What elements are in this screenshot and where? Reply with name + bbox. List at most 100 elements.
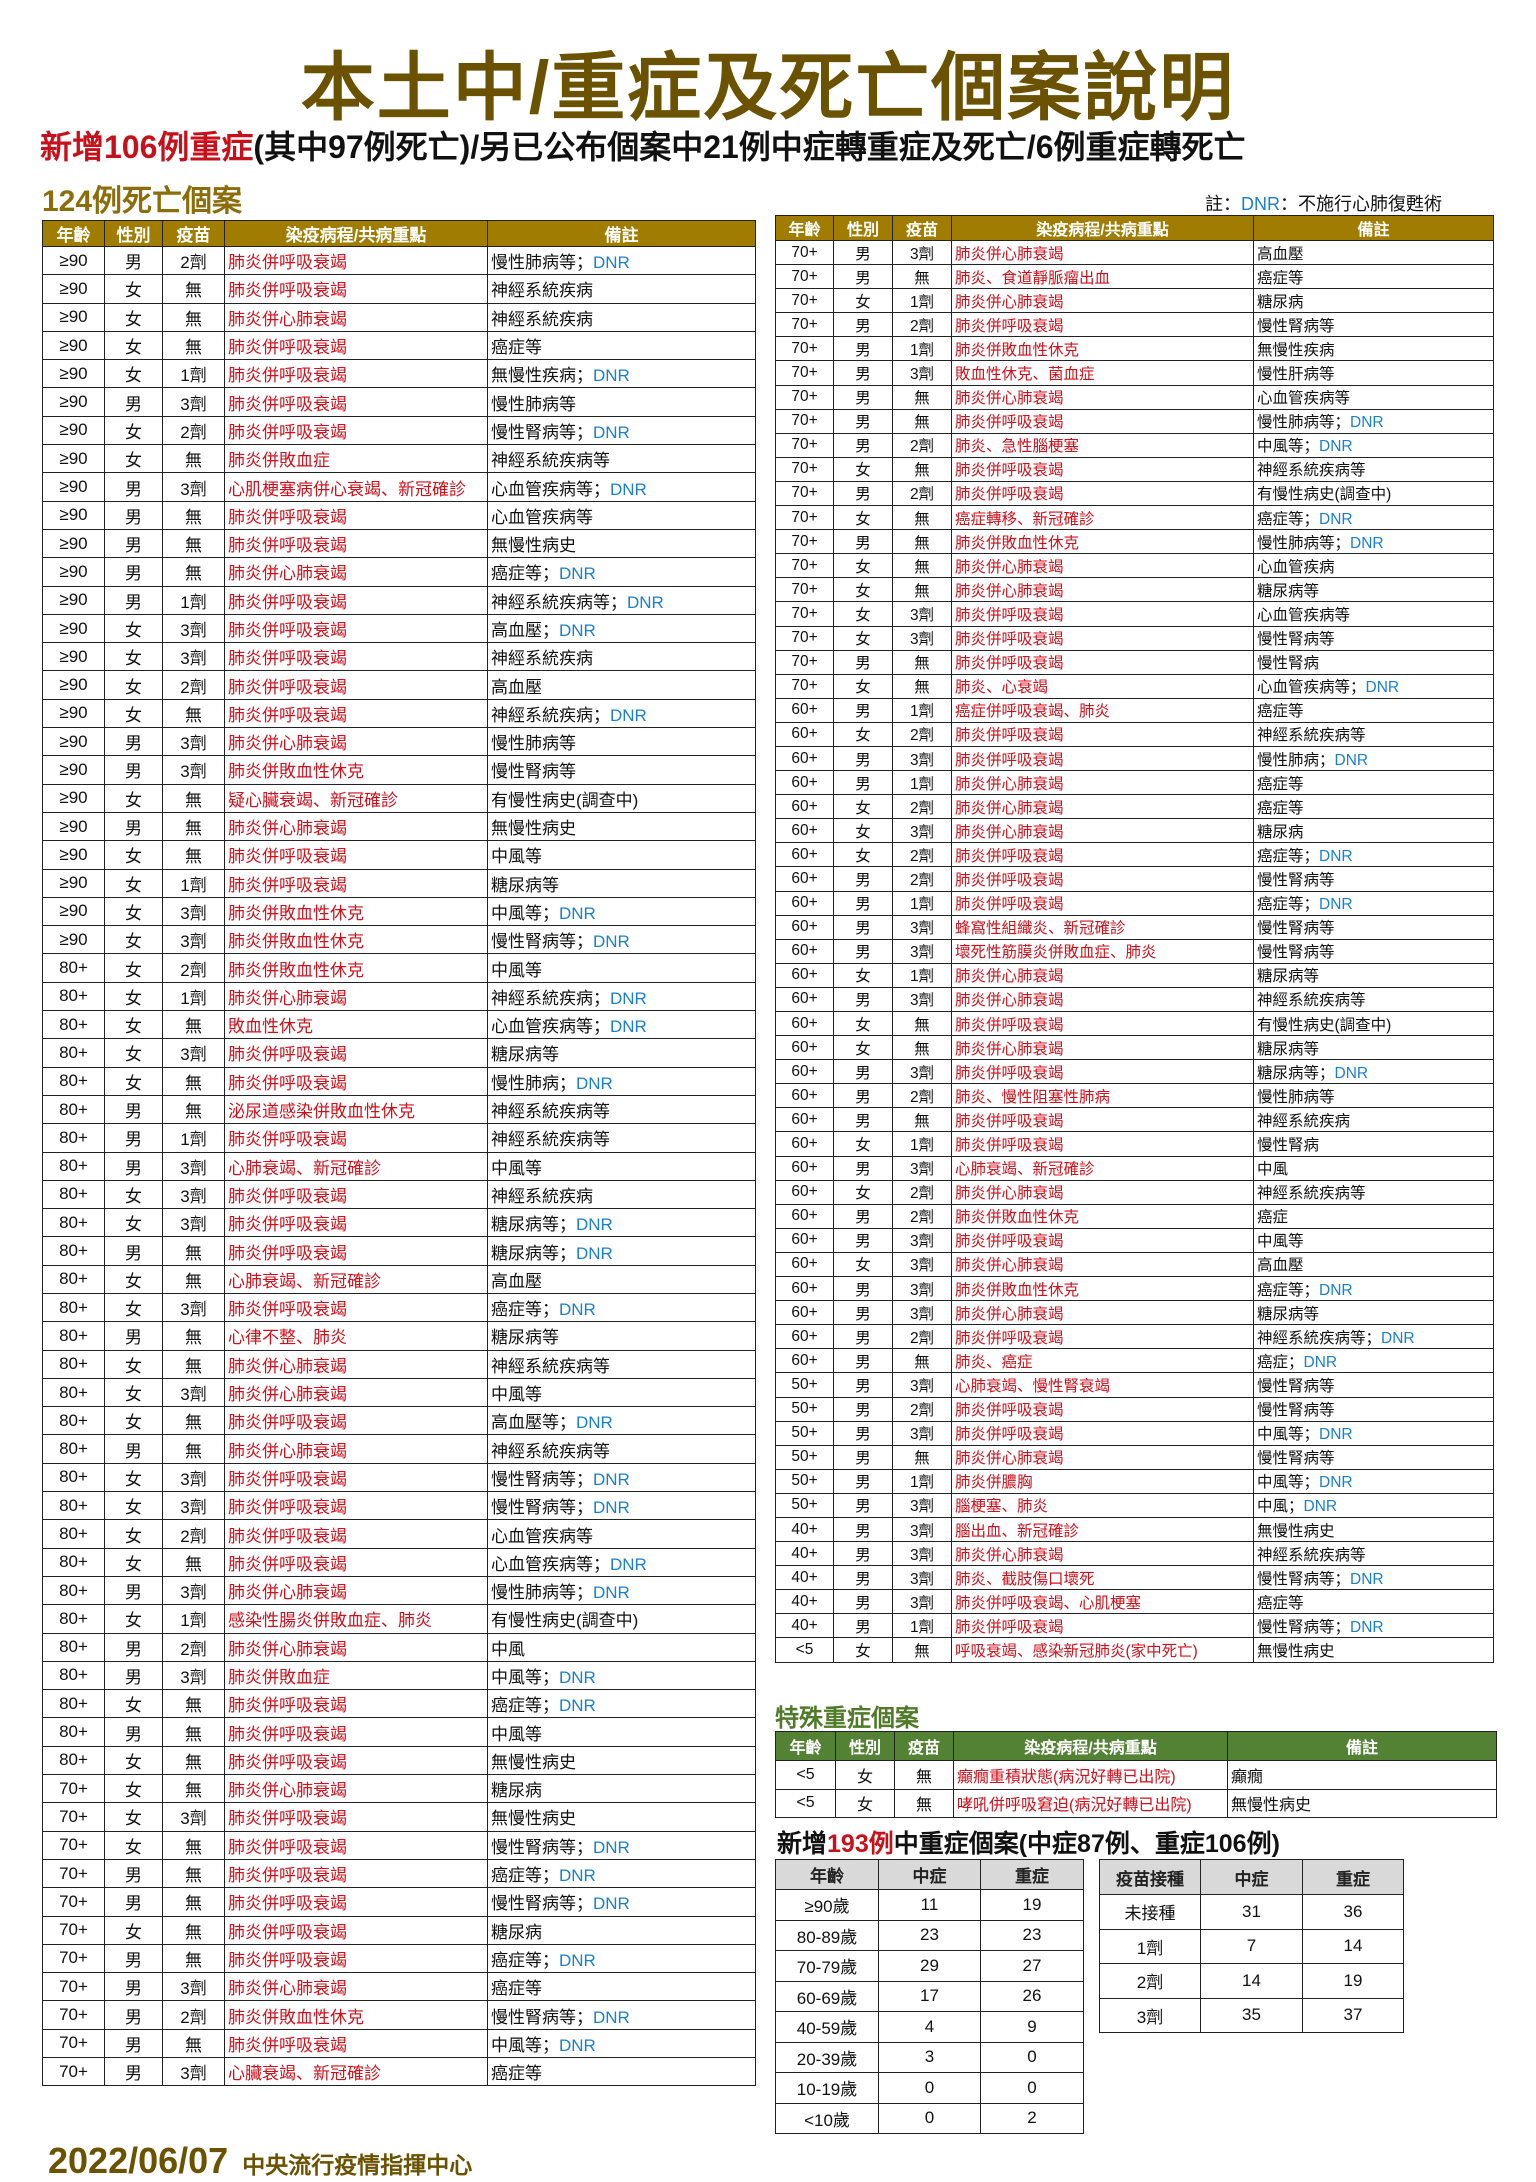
cell-course: 肺炎併呼吸衰竭 (224, 1717, 488, 1747)
cell-age: 80+ (42, 1321, 105, 1351)
cell-vaccine: 3劑 (892, 818, 952, 844)
table-row: 2劑 14 19 (1099, 1963, 1404, 1999)
table-row: 60+ 女 3劑 肺炎併心肺衰竭 高血壓 (775, 1251, 1494, 1278)
table-row: 60+ 男無肺炎併呼吸衰竭 神經系統疾病 (775, 1107, 1494, 1133)
subtitle-highlight: 新增106例重症 (40, 129, 254, 165)
cell-age: 80+ (42, 1547, 105, 1577)
cell-course: 肺炎併心肺衰竭 (951, 577, 1254, 603)
cell-sex: 男 (104, 811, 163, 842)
remark-text: 高血壓； (491, 621, 559, 640)
cell-remark: 無慢性病史 (487, 528, 756, 559)
cell-remark: 神經系統疾病 (487, 1179, 756, 1210)
remark-text: 慢性肺病等 (491, 394, 576, 414)
remark-text: 慢性腎病等 (1257, 944, 1335, 962)
cell-age: 80+ (42, 1519, 105, 1549)
cell-age: 70+ (42, 2028, 105, 2059)
dnr-badge: DNR (610, 479, 647, 499)
remark-text: 心血管疾病等 (491, 1526, 593, 1546)
cell-remark: 中風等 (487, 1151, 756, 1181)
cell-vaccine: 3劑 (892, 1372, 952, 1398)
cell-remark: 神經系統疾病等 (487, 1349, 756, 1379)
cell-remark: 神經系統疾病等；DNR (1253, 1324, 1494, 1350)
cell-sex: 女 (104, 1745, 163, 1776)
cell-course: 肺炎併呼吸衰竭 (224, 1802, 488, 1832)
cell-course: 肺炎併敗血性休克 (951, 1276, 1254, 1302)
cell-vaccine: 3劑 (162, 896, 225, 927)
remark-text: 糖尿病 (491, 1781, 542, 1801)
cell-course: 肺炎併心肺衰竭 (951, 1300, 1254, 1326)
cell-sex: 女 (104, 1349, 163, 1379)
table-row: 50+ 男 3劑 心肺衰竭、慢性腎衰竭 慢性腎病等 (775, 1372, 1494, 1398)
cell-vaccine: 1劑 (892, 890, 952, 916)
remark-text: 慢性腎病等； (491, 1894, 593, 1914)
remark-text: 糖尿病等； (1257, 1064, 1335, 1082)
cell-sex: 女 (104, 613, 163, 644)
cell-age: 40+ (775, 1565, 834, 1591)
cell-vaccine: 2劑 (892, 480, 952, 507)
cell-sex: 男 (104, 557, 163, 587)
cell-course: 肺炎併呼吸衰竭 (951, 456, 1254, 482)
cell-vaccine: 2劑 (892, 1083, 952, 1109)
remark-text: 糖尿病 (1257, 293, 1304, 311)
cell-course: 肺炎併心肺衰竭 (951, 1251, 1254, 1278)
table-row: ≥90 女 1劑 肺炎併呼吸衰竭 無慢性疾病；DNR (42, 359, 756, 389)
cell-remark: 神經系統疾病 (487, 274, 756, 304)
remark-text: 糖尿病等 (1257, 1040, 1320, 1058)
cell-remark: 神經系統疾病等 (1253, 1179, 1494, 1205)
header-vaccine: 疫苗 (894, 1731, 954, 1761)
cell-remark: 癌症等 (487, 1972, 756, 2002)
cell-sex: 女 (104, 1038, 163, 1068)
header-vaccine: 疫苗 (162, 220, 225, 247)
remark-text: 無慢性病史 (1231, 1797, 1312, 1815)
remark-text: 有慢性病史(調查中) (1257, 1016, 1392, 1034)
remark-text: 糖尿病等 (1257, 582, 1320, 600)
cell-sex: 男 (833, 1565, 893, 1591)
cell-course: 肺炎併敗血性休克 (224, 925, 488, 955)
cell-remark: 心血管疾病等 (487, 500, 756, 530)
table-row: 80+ 男 3劑 肺炎併敗血症 中風等；DNR (42, 1660, 756, 1691)
table-row: 70+ 男無肺炎、食道靜脈瘤出血 癌症等 (775, 264, 1494, 290)
cell-age: ≥90 (42, 670, 105, 700)
table-row: 80+ 女無肺炎併呼吸衰竭 高血壓等；DNR (42, 1406, 756, 1436)
remark-text: 神經系統疾病 (491, 1186, 593, 1206)
cell-course: 肺炎併呼吸衰竭 (951, 721, 1254, 747)
cell-vaccine: 無 (162, 1010, 225, 1040)
cell-label: 未接種 (1099, 1894, 1201, 1930)
cell-vaccine: 3劑 (162, 1208, 225, 1238)
cell-remark: 高血壓等；DNR (487, 1406, 756, 1436)
dnr-badge: DNR (576, 1413, 613, 1433)
cell-vaccine: 2劑 (892, 794, 952, 820)
cell-course: 肺炎併呼吸衰竭 (951, 1059, 1254, 1085)
table-row: 70+ 男無肺炎併呼吸衰竭 慢性肺病等；DNR (775, 408, 1494, 434)
cell-vaccine: 無 (162, 1066, 225, 1096)
remark-text: 神經系統疾病等 (1257, 462, 1366, 480)
cell-course: 肺炎併呼吸衰竭 (951, 312, 1254, 338)
cell-age: 70+ (775, 408, 834, 434)
cell-course: 肺炎併呼吸衰竭 (951, 625, 1254, 651)
remark-text: 糖尿病等 (491, 1045, 559, 1065)
cell-remark: 有慢性病史(調查中) (487, 783, 756, 813)
cell-sex: 男 (833, 1396, 893, 1422)
cell-vaccine: 無 (892, 649, 952, 675)
cell-remark: 慢性腎病等；DNR (487, 1491, 756, 1521)
cell-course: 肺炎併呼吸衰竭 (224, 698, 488, 729)
cell-course: 肺炎併呼吸衰竭 (951, 1227, 1254, 1253)
cell-age: ≥90 (42, 727, 105, 757)
cell-age: 80+ (42, 1377, 105, 1408)
remark-text: 癌症等 (1257, 1594, 1304, 1612)
cell-course: 肺炎併呼吸衰竭 (951, 1107, 1254, 1133)
cell-vaccine: 無 (162, 1406, 225, 1436)
cell-sex: 女 (833, 1179, 893, 1205)
table-row: 40-59歲 4 9 (775, 2011, 1084, 2043)
table-row: 80+ 男 3劑 肺炎併心肺衰竭 慢性肺病等；DNR (42, 1575, 756, 1606)
remark-text: 癌症等 (1257, 799, 1304, 817)
cell-sex: 男 (833, 1324, 893, 1350)
header-row: 疫苗接種 中症 重症 (1099, 1859, 1404, 1895)
cell-sex: 女 (104, 1179, 163, 1210)
cell-sex: 女 (104, 783, 163, 813)
cell-course: 疑心臟衰竭、新冠確診 (224, 783, 488, 813)
remark-text: 糖尿病等 (491, 875, 559, 895)
cell-vaccine: 無 (162, 698, 225, 729)
cell-course: 肺炎併呼吸衰竭 (224, 1547, 488, 1577)
cell-vaccine: 無 (162, 1915, 225, 1945)
